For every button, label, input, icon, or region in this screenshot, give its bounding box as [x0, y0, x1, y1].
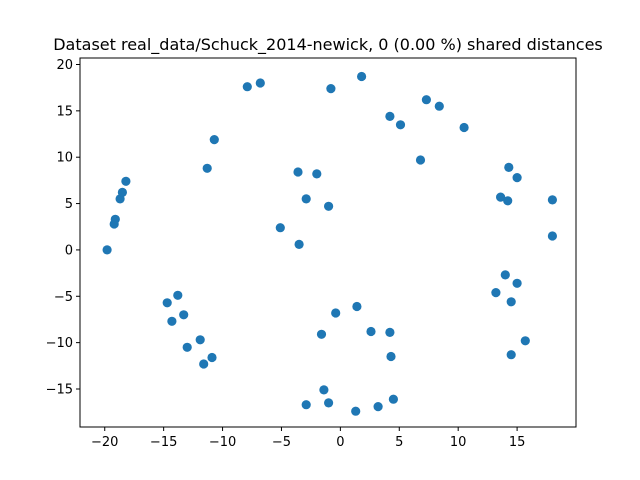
data-point	[202, 163, 212, 173]
data-point	[357, 71, 367, 82]
x-tick-label: −20	[91, 435, 118, 450]
data-point	[117, 187, 127, 197]
y-axis: −15 −10 −5 0 5 10 15 20	[46, 58, 80, 397]
data-point	[162, 298, 172, 308]
data-point	[503, 196, 513, 206]
data-point	[386, 351, 396, 362]
data-point	[512, 278, 522, 288]
data-point	[301, 400, 311, 410]
data-point	[102, 245, 112, 255]
data-point	[512, 173, 522, 183]
data-point	[294, 239, 304, 249]
data-point	[421, 95, 431, 105]
data-point	[500, 270, 510, 280]
y-tick-label: 10	[56, 151, 73, 166]
data-point	[491, 288, 501, 298]
data-point	[352, 301, 362, 312]
y-tick-label: −15	[46, 382, 73, 397]
data-point	[415, 155, 426, 165]
data-point	[242, 82, 252, 92]
plot-frame	[79, 57, 577, 428]
y-tick-label: 15	[56, 104, 73, 119]
y-tick-label: 0	[65, 243, 73, 258]
data-point	[316, 329, 327, 339]
data-point	[504, 162, 514, 172]
chart-title: Dataset real_data/Schuck_2014-newick, 0 …	[53, 35, 603, 55]
data-point	[326, 84, 336, 94]
data-point	[195, 335, 205, 345]
x-tick-label: 0	[336, 435, 344, 450]
data-point	[179, 310, 189, 320]
data-point	[385, 327, 395, 337]
data-point	[182, 342, 192, 352]
data-point	[366, 326, 376, 337]
data-point	[275, 223, 285, 233]
data-point	[255, 78, 265, 88]
data-point	[547, 195, 558, 205]
data-point	[506, 350, 516, 360]
x-tick-label: −15	[150, 435, 177, 450]
y-tick-label: −10	[46, 336, 73, 351]
data-point	[199, 359, 209, 369]
data-point	[209, 135, 219, 145]
x-tick-label: 15	[509, 435, 526, 450]
x-axis: −20 −15 −10 −5 0 5 10 15	[91, 427, 525, 450]
y-tick-label: 20	[56, 58, 73, 73]
data-point	[121, 176, 131, 186]
data-point	[312, 169, 322, 179]
data-point	[547, 231, 558, 241]
data-point	[395, 120, 406, 130]
data-points	[102, 71, 558, 416]
data-point	[520, 336, 530, 346]
y-tick-label: 5	[65, 197, 73, 212]
data-point	[324, 201, 334, 211]
data-point	[496, 192, 506, 202]
data-point	[324, 398, 334, 408]
data-point	[385, 111, 395, 121]
x-tick-label: −5	[272, 435, 291, 450]
data-point	[351, 406, 361, 416]
data-point	[319, 385, 329, 395]
data-point	[434, 101, 444, 111]
x-tick-label: 5	[395, 435, 403, 450]
data-point	[167, 316, 177, 326]
data-point	[506, 297, 516, 307]
data-point	[207, 352, 217, 363]
y-tick-label: −5	[54, 290, 73, 305]
data-point	[110, 214, 120, 224]
data-point	[293, 167, 303, 177]
x-tick-label: 10	[450, 435, 467, 450]
data-point	[459, 122, 469, 133]
data-point	[301, 194, 311, 204]
x-tick-label: −10	[209, 435, 236, 450]
data-point	[173, 290, 183, 300]
data-point	[388, 394, 398, 404]
data-point	[331, 308, 341, 318]
data-point	[373, 402, 383, 412]
